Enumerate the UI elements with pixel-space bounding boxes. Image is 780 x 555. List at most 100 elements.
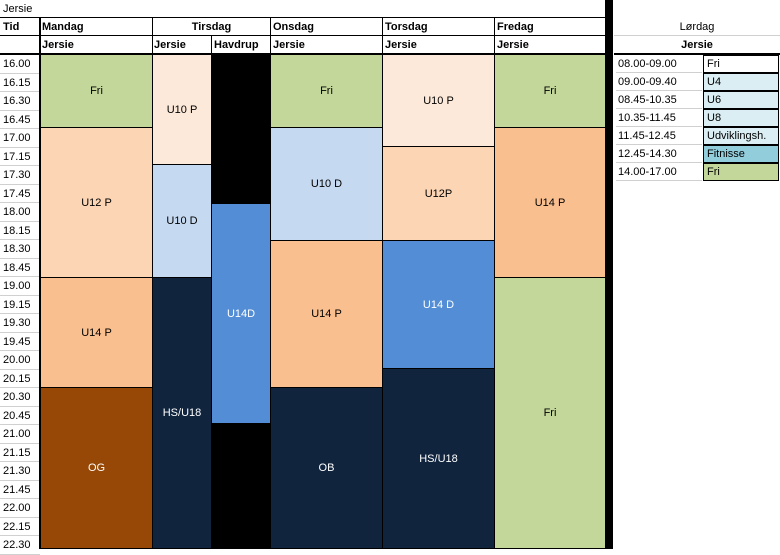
- row-line: [0, 498, 40, 499]
- time-label: 16.45: [3, 113, 31, 126]
- time-label: 20.30: [3, 391, 31, 403]
- time-label: 22.00: [3, 502, 31, 514]
- sat-activity: U4: [703, 73, 779, 91]
- row-line: [0, 294, 40, 296]
- time-label: 20.45: [3, 409, 31, 422]
- time-label: 20.00: [3, 354, 31, 366]
- row-line: [0, 183, 40, 185]
- time-label: 18.15: [3, 224, 31, 237]
- block-tirsdag-u10d: U10 D: [152, 164, 212, 278]
- divider: [0, 35, 605, 36]
- block-label: OG: [87, 462, 106, 474]
- time-label: 18.45: [3, 261, 31, 274]
- time-label: 21.45: [3, 483, 31, 496]
- section-divider: [605, 0, 613, 549]
- header-onsdag: Onsdag: [273, 21, 314, 33]
- sat-activity: Fri: [703, 163, 779, 181]
- block-label: U10 D: [310, 178, 343, 190]
- row-line: [0, 202, 40, 203]
- venue-fredag: Jersie: [497, 39, 529, 51]
- row-line: [0, 128, 40, 129]
- row-line: [0, 313, 40, 314]
- header-fredag: Fredag: [497, 21, 534, 33]
- time-label: 17.15: [3, 150, 31, 163]
- time-label: 16.30: [3, 95, 31, 107]
- header-tirsdag: Tirsdag: [191, 21, 232, 33]
- block-mandag-u14p: U14 P: [40, 277, 153, 388]
- sat-time: 08.45-10.35: [616, 91, 702, 109]
- header-lordag: Lørdag: [679, 21, 715, 33]
- block-onsdag-ob: OB: [270, 387, 383, 549]
- block-label: U12P: [424, 187, 453, 200]
- row-line: [0, 516, 40, 518]
- block-mandag-u12p: U12 P: [40, 127, 153, 278]
- row-line: [0, 257, 40, 259]
- time-label: 16.00: [3, 58, 31, 70]
- row-line: [0, 553, 40, 555]
- time-label: 21.30: [3, 465, 31, 477]
- block-torsdag-u12p: U12P: [382, 146, 495, 241]
- block-label: U10 D: [166, 215, 198, 227]
- block-label: OB: [318, 462, 335, 474]
- row-line: [0, 165, 40, 166]
- row-line: [0, 220, 40, 222]
- row-line: [0, 91, 40, 92]
- venue-tirsdag-jersie: Jersie: [154, 39, 186, 51]
- block-tirsdag-u10p: U10 P: [152, 54, 212, 165]
- block-tirsdag-hs-u18: HS/U18: [152, 277, 212, 549]
- block-label: U10 P: [423, 94, 454, 107]
- time-label: 19.00: [3, 280, 31, 292]
- venue-torsdag: Jersie: [385, 39, 417, 51]
- sat-activity: Udviklingsh.: [703, 127, 779, 145]
- sat-time: 08.00-09.00: [616, 55, 702, 73]
- time-label: 18.00: [3, 206, 31, 218]
- time-label: 21.00: [3, 428, 31, 440]
- time-label: 19.45: [3, 335, 31, 348]
- block-label: Fri: [90, 85, 103, 97]
- block-onsdag-u14p: U14 P: [270, 240, 383, 388]
- block-label: U10 P: [166, 103, 198, 116]
- block-havdrup-closed: [211, 54, 271, 204]
- block-fredag-fri: Fri: [494, 54, 606, 128]
- divider: [0, 17, 605, 18]
- row-line: [0, 535, 40, 536]
- block-label: Fri: [543, 407, 557, 419]
- time-label: 19.15: [3, 298, 31, 311]
- block-label: U14 P: [81, 326, 112, 339]
- row-line: [0, 239, 40, 240]
- venue-tirsdag-havdrup: Havdrup: [214, 39, 259, 51]
- block-torsdag-hs-u18: HS/U18: [382, 368, 495, 549]
- time-label: 17.30: [3, 169, 31, 181]
- block-fredag-u14p: U14 P: [494, 127, 606, 278]
- block-mandag-og: OG: [40, 387, 153, 549]
- block-havdrup-closed: [211, 423, 271, 549]
- time-label: 16.15: [3, 76, 31, 89]
- block-label: U14 D: [422, 298, 455, 311]
- block-torsdag-u14d: U14 D: [382, 240, 495, 369]
- sat-activity: U8: [703, 109, 779, 127]
- venue-lordag: Jersie: [681, 39, 713, 51]
- row-line: [0, 405, 40, 407]
- block-havdrup-u14d: U14D: [211, 203, 271, 424]
- sat-activity: U6: [703, 91, 779, 109]
- row-line: [0, 350, 40, 351]
- sat-activity: Fitnisse: [703, 145, 779, 163]
- time-label: 17.45: [3, 187, 31, 200]
- sat-activity: Fri: [703, 55, 779, 73]
- row-line: [0, 276, 40, 277]
- block-label: U14D: [226, 307, 256, 320]
- block-fredag-fri-evening: Fri: [494, 277, 606, 549]
- row-line: [0, 331, 40, 333]
- row-line: [0, 479, 40, 481]
- sat-time: 14.00-17.00: [616, 163, 702, 181]
- row-line: [0, 72, 40, 74]
- block-label: U14 P: [311, 308, 342, 320]
- block-label: HS/U18: [419, 452, 458, 465]
- time-label: 22.15: [3, 520, 31, 533]
- block-label: U12 P: [81, 196, 112, 209]
- header-tid: Tid: [3, 21, 20, 33]
- block-label: Fri: [543, 85, 557, 97]
- block-onsdag-u10d: U10 D: [270, 127, 383, 241]
- header-mandag: Mandag: [42, 21, 84, 33]
- header-torsdag: Torsdag: [385, 21, 428, 33]
